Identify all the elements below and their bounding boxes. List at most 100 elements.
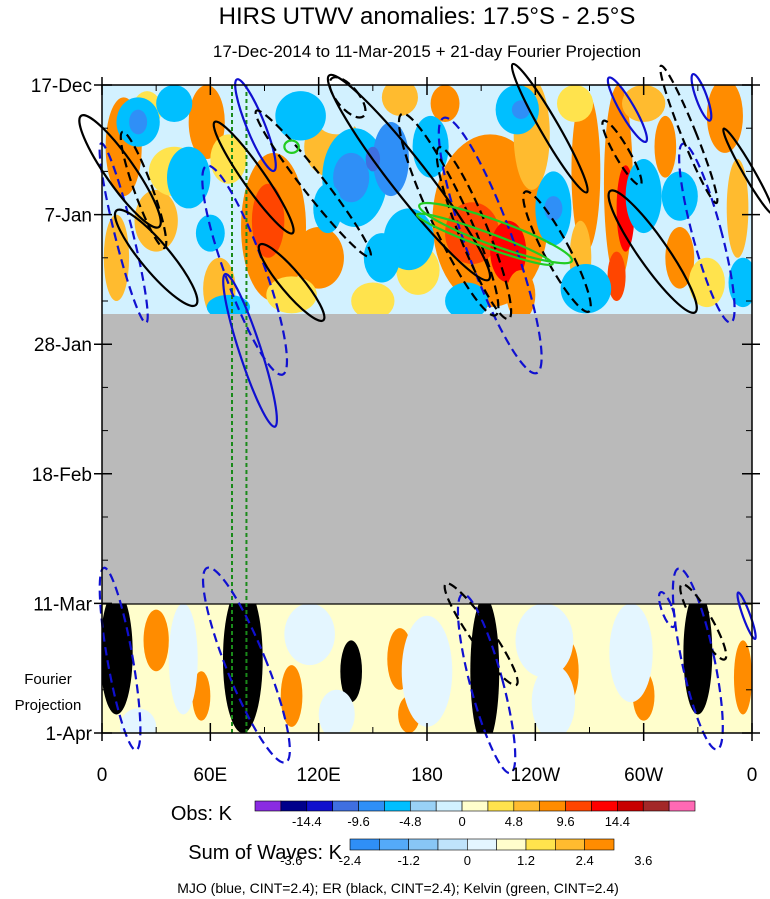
projection-label-line1: Fourier [24, 671, 72, 688]
mjo-contour [201, 164, 289, 376]
obs-anomaly-patch [129, 109, 148, 135]
mjo-contour [222, 272, 279, 428]
kelvin-contour [283, 139, 300, 154]
x-tick-label: 0 [97, 765, 108, 786]
er-contour [510, 62, 589, 194]
projection-label-line2: Projection [15, 697, 82, 714]
colorbar-swatch [584, 838, 615, 851]
obs-anomaly-patch [351, 282, 395, 314]
obs-colorbar-label: Obs: K [171, 803, 233, 825]
y-axis: 17-Dec 7-Jan 28-Jan 18-Feb 11-Mar 1-Apr [31, 76, 760, 745]
colorbar-swatch [487, 800, 515, 812]
projection-anomaly-patch [109, 628, 124, 678]
obs-anomaly-patch [544, 196, 563, 221]
obs-anomaly-patch [313, 183, 343, 234]
wave-legend-text: MJO (blue, CINT=2.4); ER (black, CINT=2.… [177, 880, 619, 896]
x-tick-label: 0 [747, 765, 758, 786]
er-contour [659, 64, 719, 205]
x-axis: 0 60E 120E 180 120W 60W 0 [97, 77, 758, 786]
colorbar-swatch [539, 800, 566, 812]
obs-anomaly-patch [557, 85, 594, 123]
colorbar-swatch [379, 838, 409, 851]
colorbar-tick-label: 9.6 [557, 814, 575, 829]
er-contour [113, 208, 199, 308]
er-contour [257, 242, 326, 323]
colorbar-swatch [513, 800, 541, 812]
obs-anomaly-patch [607, 251, 626, 301]
obs-anomaly-patch [372, 122, 409, 197]
chart-title: HIRS UTWV anomalies: 17.5°S - 2.5°S [219, 3, 636, 30]
projection-anomaly-patch [694, 621, 709, 684]
y-tick-label: 17-Dec [31, 76, 92, 97]
er-contour [212, 120, 295, 235]
colorbar-swatch [306, 800, 333, 812]
y-tick-label: 7-Jan [44, 206, 92, 227]
colorbar-swatch [496, 838, 527, 851]
colorbar-tick-label: -4.8 [399, 814, 421, 829]
colorbar-tick-label: 4.8 [505, 814, 523, 829]
obs-anomaly-patch [706, 85, 743, 153]
colorbar-swatch [668, 800, 696, 812]
colorbar-swatch [555, 838, 585, 851]
colorbar-swatch [358, 800, 385, 812]
x-tick-label: 60E [193, 765, 227, 786]
obs-anomaly-patch [134, 189, 178, 252]
er-contour [679, 583, 728, 661]
colorbar-swatch [591, 800, 618, 812]
projection-anomaly-patch [120, 708, 157, 733]
x-tick-label: 180 [411, 765, 443, 786]
mjo-contour [606, 76, 649, 144]
colorbar-tick-label: -1.2 [397, 853, 419, 868]
obs-anomaly-patch [430, 85, 460, 123]
obs-anomaly-patch [728, 257, 752, 308]
y-tick-label: 11-Mar [33, 594, 92, 615]
projection-anomaly-patch [733, 640, 752, 715]
colorbar-tick-label: -2.4 [339, 853, 361, 868]
obs-anomaly-patch [571, 91, 601, 252]
mjo-contour [671, 567, 724, 751]
colorbar-swatch [384, 800, 411, 812]
colorbar-swatch [642, 800, 670, 812]
obs-anomaly-patch [661, 171, 698, 221]
colorbar-tick-label: 2.4 [576, 853, 594, 868]
er-contour [119, 130, 168, 250]
missing-data-region [102, 314, 752, 604]
x-tick-label: 60W [624, 765, 663, 786]
obs-anomaly-patch [654, 115, 677, 178]
projection-anomaly-patch [340, 640, 362, 703]
colorbar-swatch [332, 800, 359, 812]
er-contour [722, 127, 770, 216]
projection-anomaly-patch [192, 671, 211, 721]
colorbar-swatch [467, 838, 497, 851]
obs-anomaly-patch [445, 282, 489, 314]
kelvin-contour [415, 212, 554, 267]
waves-colorbar-label: Sum of Waves: K [188, 842, 342, 864]
obs-anomaly-patch [625, 159, 662, 234]
colorbar-tick-label: -9.6 [347, 814, 369, 829]
waves-colorbar: -3.6 -2.4 -1.2 0 1.2 2.4 3.6 [280, 838, 652, 868]
colorbar-tick-label: -14.4 [292, 814, 322, 829]
mjo-contour [201, 566, 291, 764]
projection-anomaly-patch [168, 604, 198, 715]
colorbar-swatch [525, 838, 556, 851]
kelvin-contour [418, 201, 574, 265]
mjo-contour [437, 116, 543, 375]
colorbar-swatch [565, 800, 592, 812]
y-tick-label: 1-Apr [46, 724, 93, 745]
er-contour [326, 73, 492, 282]
colorbar-swatch [254, 800, 282, 812]
er-contour [78, 114, 162, 229]
colorbar-tick-label: 14.4 [605, 814, 630, 829]
obs-anomaly-patch [726, 159, 749, 258]
chart-subtitle: 17-Dec-2014 to 11-Mar-2015 + 21-day Four… [213, 42, 641, 61]
er-contour [328, 76, 367, 119]
er-contour [397, 112, 500, 317]
er-contour [435, 146, 513, 321]
y-tick-label: 28-Jan [34, 335, 92, 356]
projection-anomaly-patch [318, 689, 355, 733]
projection-anomaly-layer [102, 604, 752, 733]
projection-anomaly-patch [237, 628, 256, 690]
colorbar-swatch [435, 800, 463, 812]
colorbar-tick-label: 3.6 [634, 853, 652, 868]
